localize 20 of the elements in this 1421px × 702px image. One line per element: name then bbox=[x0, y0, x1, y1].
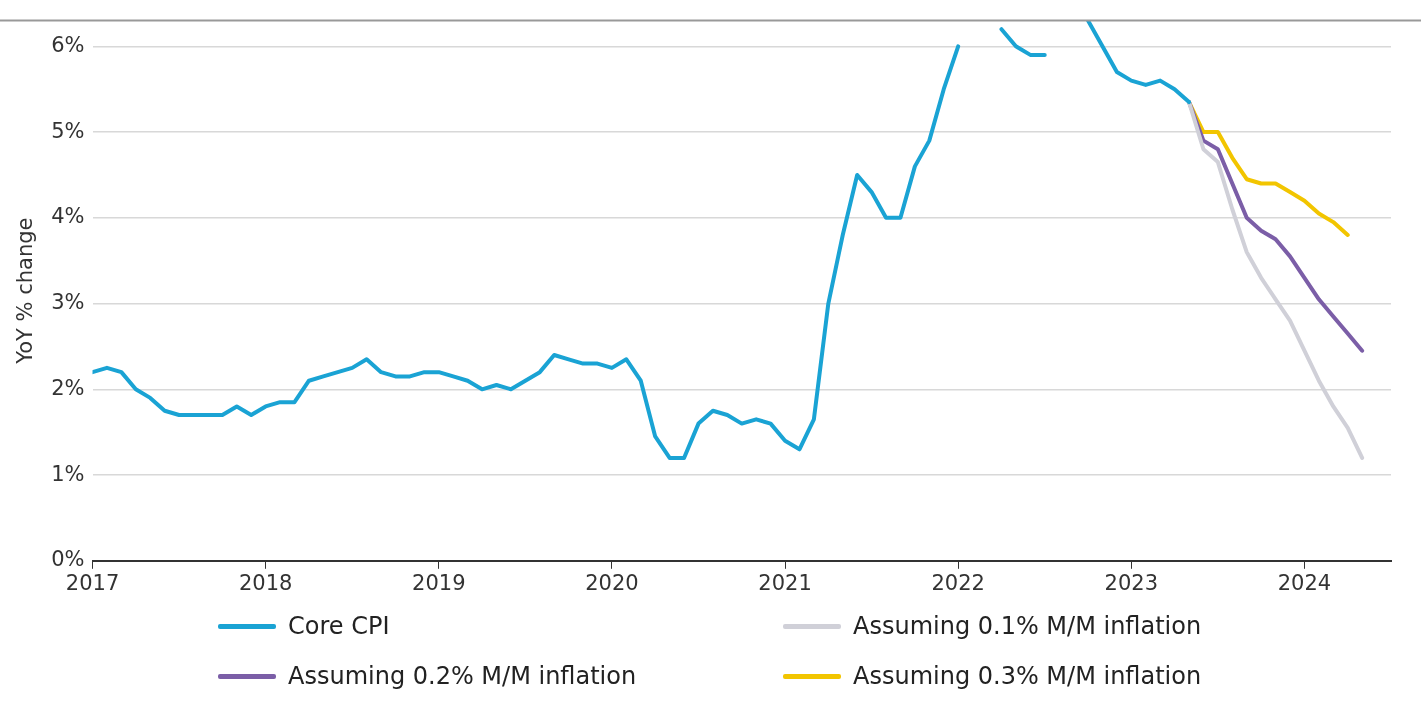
y-tick-label: 0% bbox=[51, 547, 85, 572]
x-tick-label: 2022 bbox=[931, 570, 985, 595]
legend-label: Core CPI bbox=[288, 612, 390, 640]
x-tick-label: 2023 bbox=[1104, 570, 1159, 595]
x-tick-label: 2021 bbox=[758, 570, 812, 595]
y-tick-label: 5% bbox=[51, 118, 85, 143]
y-tick-label: 4% bbox=[51, 204, 85, 229]
y-tick-label: 6% bbox=[51, 32, 85, 57]
legend-label: Assuming 0.3% M/M inflation bbox=[853, 662, 1202, 690]
y-tick-label: 3% bbox=[51, 290, 85, 315]
x-tick-label: 2017 bbox=[65, 570, 120, 595]
y-tick-label: 1% bbox=[51, 461, 85, 486]
legend-label: Assuming 0.1% M/M inflation bbox=[853, 612, 1202, 640]
x-tick-label: 2024 bbox=[1277, 570, 1332, 595]
legend-label: Assuming 0.2% M/M inflation bbox=[288, 662, 637, 690]
x-tick-label: 2020 bbox=[585, 570, 639, 595]
x-tick-label: 2019 bbox=[412, 570, 466, 595]
y-axis-title: YoY % change bbox=[13, 217, 38, 365]
x-tick-label: 2018 bbox=[238, 570, 293, 595]
y-tick-label: 2% bbox=[51, 375, 85, 400]
